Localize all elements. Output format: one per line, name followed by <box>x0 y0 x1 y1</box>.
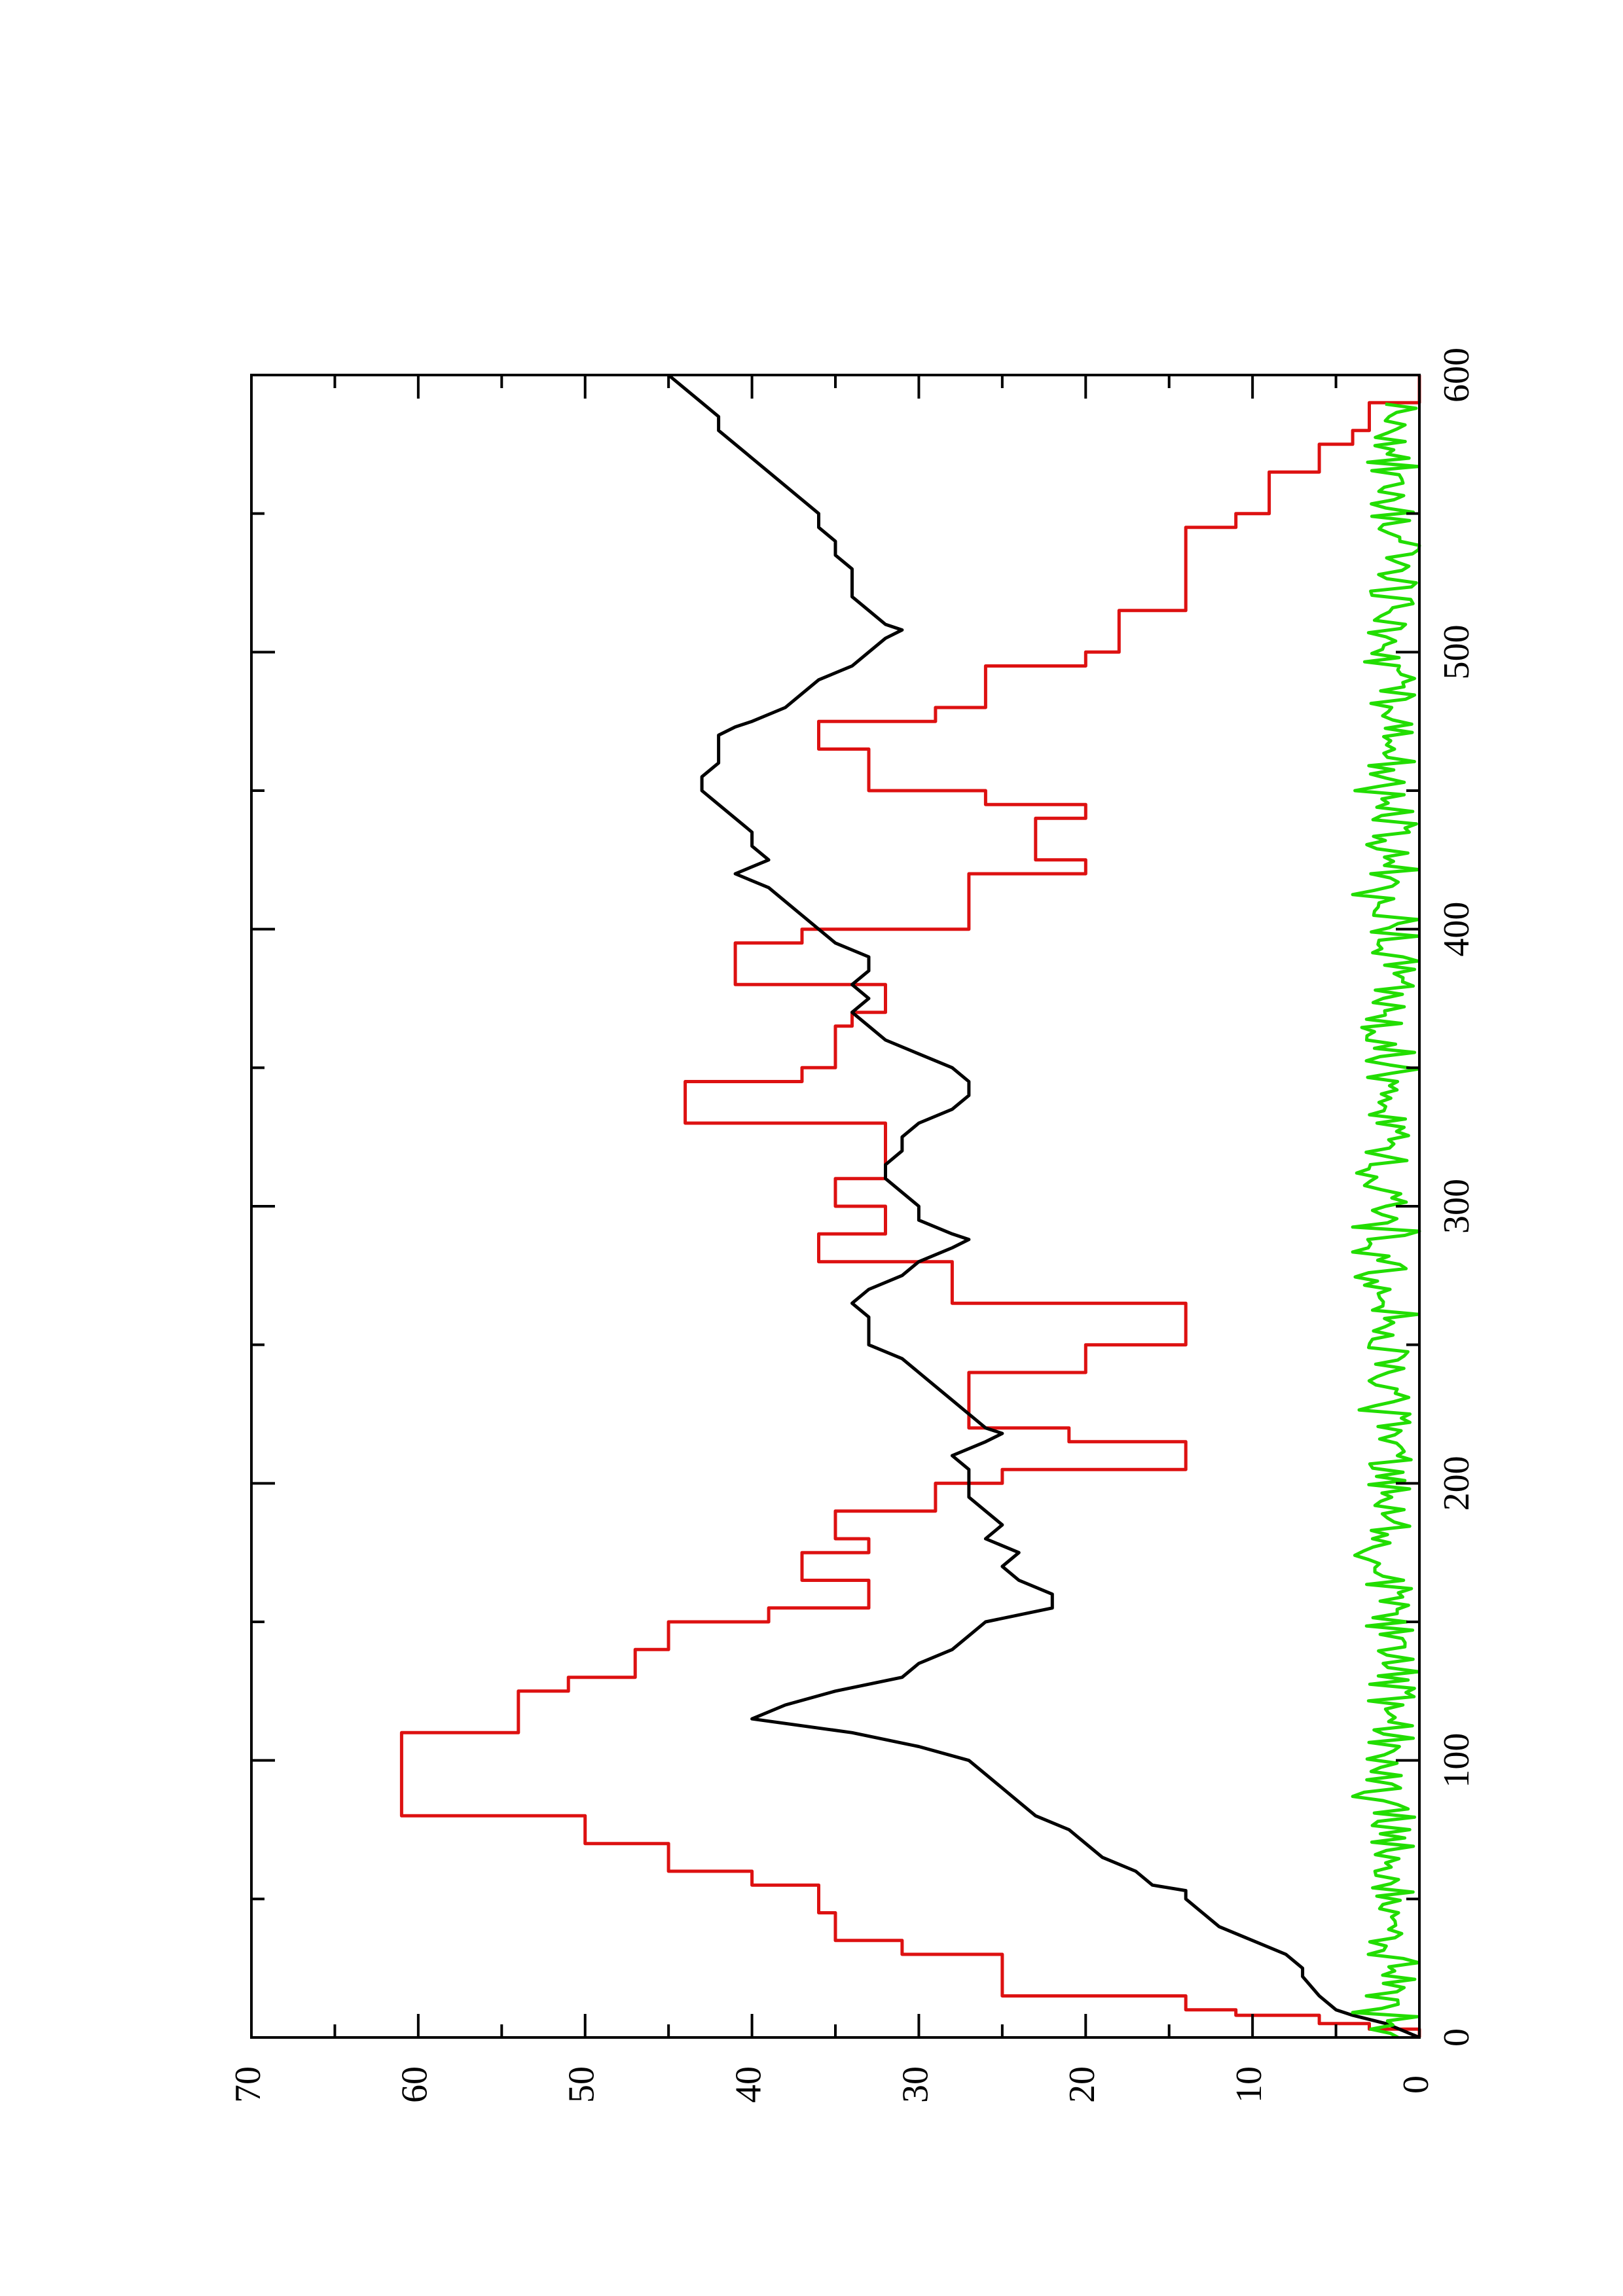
x-tick-label: 300 <box>1436 1179 1477 1234</box>
y-tick-label: 50 <box>562 2066 602 2103</box>
label-layer: 0 100 200 300 400 500 600 0 10 20 30 40 50 60 70 <box>228 348 1477 2103</box>
x-tick-label: 400 <box>1436 902 1477 957</box>
y-tick-label: 30 <box>895 2066 936 2103</box>
x-tick-label: 600 <box>1436 348 1477 403</box>
series-red <box>399 375 1421 2037</box>
y-tick-label: 70 <box>228 2066 268 2103</box>
series-black <box>667 374 1420 2039</box>
tick-layer <box>250 374 1421 2039</box>
y-tick-label: 10 <box>1229 2066 1269 2103</box>
y-tick-label: 20 <box>1062 2066 1103 2103</box>
y-tick-label: 60 <box>395 2066 435 2103</box>
x-tick-label: 100 <box>1436 1733 1477 1788</box>
series-layer <box>399 374 1421 2039</box>
x-tick-label: 0 <box>1436 2028 1477 2047</box>
series-green <box>1351 402 1421 2039</box>
y-tick-label: 0 <box>1396 2075 1436 2094</box>
y-tick-label: 40 <box>728 2066 769 2103</box>
x-tick-label: 200 <box>1436 1456 1477 1511</box>
x-tick-label: 500 <box>1436 624 1477 679</box>
